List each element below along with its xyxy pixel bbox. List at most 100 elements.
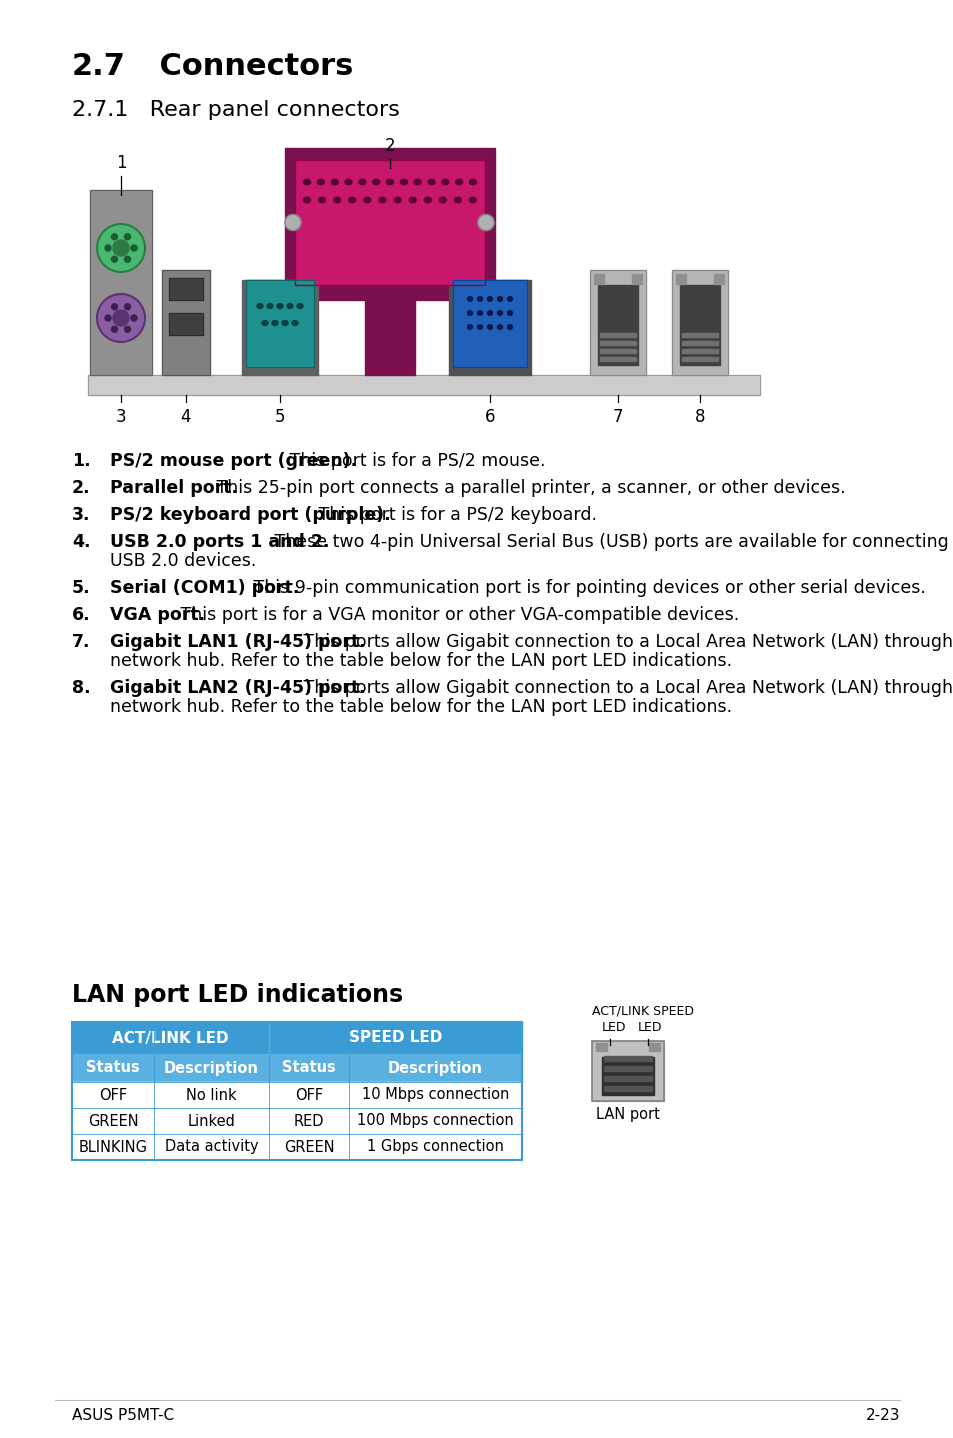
Text: RED: RED bbox=[294, 1113, 324, 1129]
Bar bbox=[671, 270, 727, 375]
Text: USB 2.0 devices.: USB 2.0 devices. bbox=[110, 552, 256, 569]
Ellipse shape bbox=[272, 321, 277, 325]
Bar bbox=[71, 1081, 521, 1109]
Bar bbox=[294, 160, 484, 285]
Bar bbox=[365, 301, 415, 375]
Ellipse shape bbox=[441, 180, 448, 184]
Ellipse shape bbox=[292, 321, 297, 325]
Bar bbox=[71, 1135, 521, 1160]
Bar bbox=[169, 313, 203, 335]
Text: 5: 5 bbox=[274, 408, 285, 426]
Bar bbox=[71, 1022, 521, 1054]
Text: These two 4-pin Universal Serial Bus (USB) ports are available for connecting: These two 4-pin Universal Serial Bus (US… bbox=[269, 533, 948, 551]
Ellipse shape bbox=[296, 303, 303, 309]
Text: 100 Mbps connection: 100 Mbps connection bbox=[356, 1113, 514, 1129]
Text: Linked: Linked bbox=[188, 1113, 235, 1129]
Bar bbox=[596, 1043, 606, 1051]
Text: 4: 4 bbox=[180, 408, 191, 426]
Text: 1.: 1. bbox=[71, 452, 91, 470]
Ellipse shape bbox=[467, 325, 472, 329]
Ellipse shape bbox=[487, 325, 492, 329]
Ellipse shape bbox=[497, 325, 502, 329]
Text: This 25-pin port connects a parallel printer, a scanner, or other devices.: This 25-pin port connects a parallel pri… bbox=[212, 479, 845, 498]
Circle shape bbox=[131, 315, 137, 321]
Ellipse shape bbox=[303, 197, 310, 203]
Bar bbox=[713, 275, 723, 283]
Text: This port is for a PS/2 mouse.: This port is for a PS/2 mouse. bbox=[284, 452, 545, 470]
Ellipse shape bbox=[487, 311, 492, 315]
Circle shape bbox=[125, 303, 131, 309]
Bar bbox=[681, 341, 718, 345]
Text: LAN port LED indications: LAN port LED indications bbox=[71, 984, 403, 1007]
Text: Gigabit LAN1 (RJ-45) port.: Gigabit LAN1 (RJ-45) port. bbox=[110, 633, 365, 651]
Ellipse shape bbox=[287, 303, 293, 309]
Ellipse shape bbox=[507, 311, 512, 315]
Ellipse shape bbox=[303, 180, 310, 184]
Text: VGA port.: VGA port. bbox=[110, 605, 205, 624]
Bar bbox=[681, 357, 718, 361]
Circle shape bbox=[125, 234, 131, 240]
Text: 10 Mbps connection: 10 Mbps connection bbox=[361, 1087, 509, 1103]
Ellipse shape bbox=[469, 180, 476, 184]
Bar bbox=[676, 275, 685, 283]
Text: 2.7.1   Rear panel connectors: 2.7.1 Rear panel connectors bbox=[71, 101, 399, 119]
Text: ACT/LINK LED: ACT/LINK LED bbox=[112, 1031, 229, 1045]
Text: Serial (COM1) port.: Serial (COM1) port. bbox=[110, 580, 299, 597]
Ellipse shape bbox=[331, 180, 337, 184]
Ellipse shape bbox=[497, 311, 502, 315]
Text: Description: Description bbox=[164, 1060, 258, 1076]
Bar bbox=[246, 280, 314, 367]
Ellipse shape bbox=[373, 180, 379, 184]
Ellipse shape bbox=[467, 296, 472, 301]
Bar bbox=[681, 334, 718, 336]
Circle shape bbox=[112, 303, 117, 309]
Bar bbox=[599, 349, 636, 352]
Bar bbox=[592, 1041, 663, 1102]
Bar bbox=[599, 334, 636, 336]
Bar bbox=[589, 270, 645, 375]
Text: 1: 1 bbox=[115, 154, 126, 173]
Circle shape bbox=[97, 293, 145, 342]
Bar bbox=[449, 280, 531, 375]
Text: This ports allow Gigabit connection to a Local Area Network (LAN) through a: This ports allow Gigabit connection to a… bbox=[298, 633, 953, 651]
Ellipse shape bbox=[456, 180, 462, 184]
Ellipse shape bbox=[497, 296, 502, 301]
Bar bbox=[603, 1066, 651, 1071]
Ellipse shape bbox=[334, 197, 340, 203]
Bar bbox=[169, 278, 203, 301]
Ellipse shape bbox=[454, 197, 461, 203]
Circle shape bbox=[105, 315, 111, 321]
Text: Parallel port.: Parallel port. bbox=[110, 479, 237, 498]
Text: 6: 6 bbox=[484, 408, 495, 426]
Bar bbox=[599, 341, 636, 345]
Bar bbox=[679, 285, 720, 365]
Bar bbox=[648, 1043, 659, 1051]
Circle shape bbox=[131, 244, 137, 252]
Bar bbox=[594, 275, 603, 283]
Bar bbox=[285, 148, 495, 301]
Text: SPEED LED: SPEED LED bbox=[349, 1031, 442, 1045]
Ellipse shape bbox=[378, 197, 386, 203]
Text: 1 Gbps connection: 1 Gbps connection bbox=[367, 1139, 503, 1155]
Circle shape bbox=[112, 240, 129, 256]
Bar bbox=[589, 270, 645, 375]
Text: 8: 8 bbox=[694, 408, 704, 426]
Bar bbox=[90, 190, 152, 375]
Ellipse shape bbox=[318, 197, 325, 203]
Text: 2.7: 2.7 bbox=[71, 52, 126, 81]
Text: This ports allow Gigabit connection to a Local Area Network (LAN) through a: This ports allow Gigabit connection to a… bbox=[298, 679, 953, 697]
Ellipse shape bbox=[317, 180, 324, 184]
Ellipse shape bbox=[477, 325, 482, 329]
Ellipse shape bbox=[256, 303, 263, 309]
Circle shape bbox=[112, 234, 117, 240]
Bar bbox=[71, 1054, 521, 1081]
Text: Description: Description bbox=[388, 1060, 482, 1076]
Text: 5.: 5. bbox=[71, 580, 91, 597]
Bar bbox=[603, 1055, 651, 1061]
Text: 7.: 7. bbox=[71, 633, 91, 651]
Bar bbox=[294, 160, 484, 285]
Circle shape bbox=[112, 326, 117, 332]
Ellipse shape bbox=[345, 180, 352, 184]
Text: LED: LED bbox=[601, 1021, 626, 1034]
Text: GREEN: GREEN bbox=[283, 1139, 334, 1155]
